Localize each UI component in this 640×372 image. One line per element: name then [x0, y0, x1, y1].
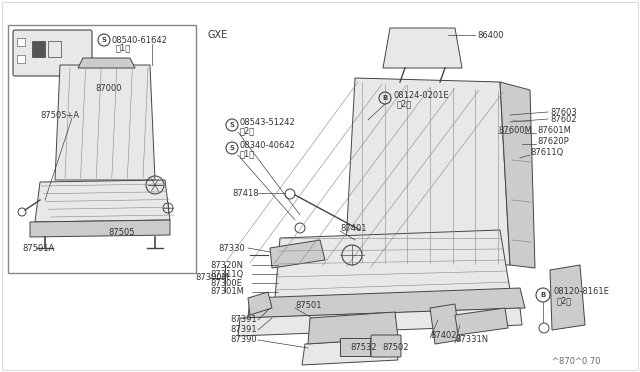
Polygon shape: [500, 82, 535, 268]
Bar: [17, 55, 25, 63]
Text: 87505+A: 87505+A: [40, 110, 79, 119]
Bar: [8, 25, 196, 273]
Polygon shape: [308, 312, 398, 344]
Polygon shape: [55, 65, 155, 180]
Text: 87505: 87505: [108, 228, 134, 237]
Text: ^870^0 70: ^870^0 70: [552, 357, 600, 366]
Polygon shape: [302, 338, 398, 365]
Text: （2）: （2）: [397, 99, 412, 109]
Text: （2）: （2）: [557, 296, 572, 305]
Text: 87502: 87502: [382, 343, 408, 353]
Text: B: B: [540, 292, 546, 298]
Polygon shape: [345, 78, 510, 265]
Text: 87311Q: 87311Q: [210, 269, 243, 279]
Bar: [17, 38, 25, 46]
Polygon shape: [248, 288, 525, 318]
Polygon shape: [270, 240, 325, 268]
Polygon shape: [248, 292, 272, 315]
Polygon shape: [383, 28, 462, 68]
Text: 86400: 86400: [477, 31, 504, 39]
Text: 87600M: 87600M: [498, 125, 532, 135]
Text: 87601M: 87601M: [537, 125, 571, 135]
Polygon shape: [455, 308, 508, 335]
Text: 87501A: 87501A: [22, 244, 54, 253]
Text: 87331N: 87331N: [455, 336, 488, 344]
Text: 87320N: 87320N: [210, 260, 243, 269]
Text: （1）: （1）: [240, 150, 255, 158]
Text: （2）: （2）: [240, 126, 255, 135]
Bar: [32, 41, 45, 57]
Text: 87532: 87532: [350, 343, 376, 353]
FancyBboxPatch shape: [371, 335, 401, 357]
Polygon shape: [30, 220, 170, 237]
Text: 87330: 87330: [218, 244, 244, 253]
Text: 87402: 87402: [430, 330, 456, 340]
Polygon shape: [275, 230, 510, 298]
Text: 87300E: 87300E: [210, 279, 242, 288]
Text: 87390: 87390: [230, 336, 257, 344]
Text: 08340-40642: 08340-40642: [240, 141, 296, 150]
Text: 87301M: 87301M: [210, 288, 244, 296]
Polygon shape: [430, 304, 460, 344]
Text: 87620P: 87620P: [537, 137, 569, 145]
Text: 87391: 87391: [230, 315, 257, 324]
Text: 87611Q: 87611Q: [530, 148, 563, 157]
Polygon shape: [550, 265, 585, 330]
Text: 87000: 87000: [95, 83, 122, 93]
Polygon shape: [35, 180, 170, 222]
Text: 87603: 87603: [550, 108, 577, 116]
Text: GXE: GXE: [208, 30, 228, 40]
Text: 87401: 87401: [340, 224, 367, 232]
Text: 08540-61642: 08540-61642: [112, 35, 168, 45]
FancyBboxPatch shape: [13, 30, 92, 76]
Text: 87501: 87501: [295, 301, 321, 310]
Text: S: S: [230, 145, 234, 151]
Polygon shape: [238, 308, 522, 336]
Text: 87300M: 87300M: [195, 273, 229, 282]
Text: B: B: [382, 95, 388, 101]
Circle shape: [285, 189, 295, 199]
Text: 08543-51242: 08543-51242: [240, 118, 296, 126]
Text: 08120-8161E: 08120-8161E: [553, 288, 609, 296]
Bar: [340, 338, 370, 356]
Text: 87391: 87391: [230, 326, 257, 334]
Text: S: S: [230, 122, 234, 128]
Text: S: S: [102, 37, 106, 43]
Polygon shape: [78, 58, 135, 68]
Text: （1）: （1）: [116, 44, 131, 52]
Bar: [48, 41, 61, 57]
Text: 08124-0201E: 08124-0201E: [393, 90, 449, 99]
Text: 87602: 87602: [550, 115, 577, 124]
Text: 87418: 87418: [232, 189, 259, 198]
